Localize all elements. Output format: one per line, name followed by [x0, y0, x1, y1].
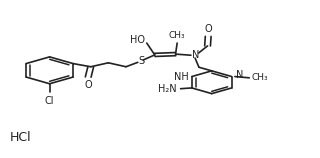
Text: N: N [236, 70, 243, 80]
Text: CH₃: CH₃ [169, 31, 186, 40]
Text: CH₃: CH₃ [252, 73, 268, 82]
Text: O: O [84, 80, 92, 90]
Text: NH: NH [174, 72, 188, 82]
Text: HCl: HCl [10, 131, 31, 144]
Text: H₂N: H₂N [158, 84, 177, 94]
Text: Cl: Cl [45, 96, 54, 106]
Text: O: O [204, 24, 212, 33]
Text: S: S [138, 56, 144, 66]
Text: N: N [192, 50, 199, 60]
Text: HO: HO [130, 35, 145, 45]
